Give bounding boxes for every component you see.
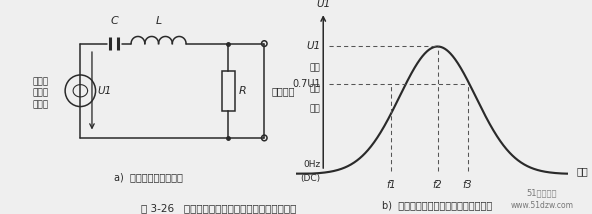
Text: b)  串联谐振带通滤波器的频率响应曲线: b) 串联谐振带通滤波器的频率响应曲线 xyxy=(382,201,493,211)
Text: a)  串联谐振带通滤波器: a) 串联谐振带通滤波器 xyxy=(114,172,182,182)
Text: R: R xyxy=(239,86,246,96)
Text: (DC): (DC) xyxy=(300,174,320,183)
Text: 0.7U1: 0.7U1 xyxy=(292,79,320,89)
Text: 频率: 频率 xyxy=(577,166,588,176)
Text: U1: U1 xyxy=(97,86,111,96)
Text: U1: U1 xyxy=(316,0,330,9)
Text: 入信号: 入信号 xyxy=(32,100,48,109)
Text: 输出: 输出 xyxy=(310,64,320,73)
Bar xyxy=(221,71,235,110)
Text: f2: f2 xyxy=(433,180,442,190)
Text: f1: f1 xyxy=(387,180,396,190)
Text: f3: f3 xyxy=(463,180,472,190)
Text: 图 3-26   带通滤波器简单电路形式及频率响应曲线: 图 3-26 带通滤波器简单电路形式及频率响应曲线 xyxy=(141,203,297,213)
Text: 化的输: 化的输 xyxy=(32,88,48,97)
Text: L: L xyxy=(156,16,162,27)
Text: 0Hz: 0Hz xyxy=(303,160,320,169)
Text: 51人电子网: 51人电子网 xyxy=(526,188,557,197)
Text: 输出信号: 输出信号 xyxy=(272,86,295,96)
Text: 电压: 电压 xyxy=(310,104,320,113)
Text: C: C xyxy=(110,16,118,27)
Text: 信号: 信号 xyxy=(310,84,320,93)
Text: U1: U1 xyxy=(306,42,320,52)
Text: 频率变: 频率变 xyxy=(32,77,48,86)
Text: www.51dzw.com: www.51dzw.com xyxy=(510,201,573,210)
